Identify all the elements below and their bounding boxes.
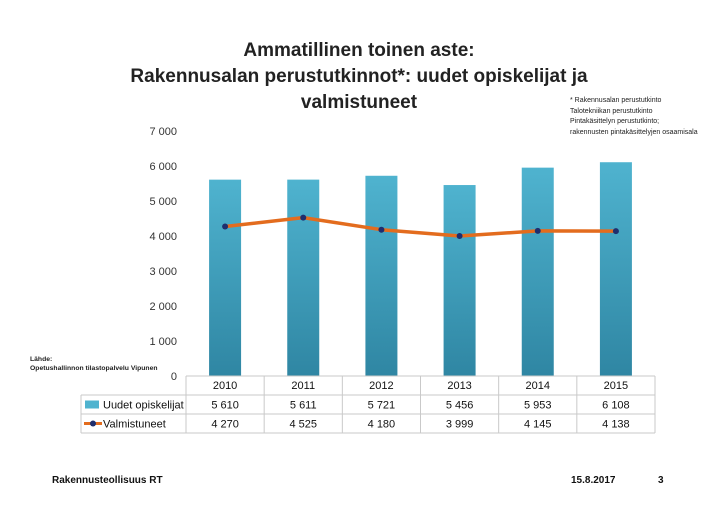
chart-title-line1: Ammatillinen toinen aste: [243, 40, 475, 61]
data-table-cell: 4 138 [602, 419, 630, 431]
chart-title-line2: Rakennusalan perustutkinnot*: uudet opis… [130, 66, 588, 87]
point-2010 [222, 223, 229, 230]
x-category-label: 2010 [213, 380, 237, 392]
data-table-cell: 4 270 [211, 419, 239, 431]
bar-2010 [209, 179, 242, 376]
point-2015 [612, 228, 619, 235]
point-2014 [534, 227, 541, 234]
y-tick-label: 7 000 [149, 126, 177, 138]
y-tick-label: 0 [171, 371, 177, 383]
data-table-cell: 4 525 [289, 419, 317, 431]
y-tick-label: 4 000 [149, 231, 177, 243]
data-table-cell: 5 610 [211, 400, 239, 412]
y-tick-label: 5 000 [149, 196, 177, 208]
chart-title: Ammatillinen toinen aste: Rakennusalan p… [0, 38, 718, 116]
data-table-cell: 6 108 [602, 400, 630, 412]
y-tick-label: 6 000 [149, 161, 177, 173]
bar-2013 [443, 185, 476, 376]
data-table-cell: 4 180 [368, 419, 396, 431]
point-2011 [300, 214, 307, 221]
x-category-label: 2013 [447, 380, 471, 392]
data-table-cell: 5 611 [290, 400, 317, 412]
footnote-line3: Pintakäsittelyn perustutkinto; [570, 118, 660, 125]
footer-org: Rakennusteollisuus RT [52, 475, 163, 486]
footnote-line4: rakennusten pintakäsittelyjen osaamisala [570, 128, 698, 136]
data-table-cell: 5 953 [524, 400, 552, 412]
x-category-label: 2014 [526, 380, 550, 392]
footer-date: 15.8.2017 [571, 475, 616, 486]
y-tick-label: 2 000 [149, 301, 177, 313]
bar-2014 [521, 167, 554, 376]
footnote-line1: * Rakennusalan perustutkinto [570, 97, 662, 104]
legend-key-marker [90, 420, 96, 427]
point-2012 [378, 226, 385, 233]
legend-label: Valmistuneet [103, 419, 166, 431]
x-category-label: 2015 [604, 380, 628, 392]
bar-2015 [599, 162, 632, 376]
source-note: Lähde: Opetushallinnon tilastopalvelu Vi… [30, 355, 158, 373]
legend-label: Uudet opiskelijat [103, 400, 184, 412]
data-table-cell: 5 721 [368, 400, 396, 412]
legend-key-bar [85, 400, 99, 409]
y-tick-label: 3 000 [149, 266, 177, 278]
data-table-cell: 3 999 [446, 419, 474, 431]
chart-title-line3: valmistuneet [300, 92, 418, 113]
x-category-label: 2011 [291, 380, 315, 392]
source-label: Lähde: [30, 356, 53, 363]
bar-2011 [287, 179, 320, 376]
footnote: * Rakennusalan perustutkinto Talotekniik… [570, 96, 715, 138]
data-table-cell: 4 145 [524, 419, 552, 431]
x-category-label: 2012 [369, 380, 393, 392]
line-valmistuneet [224, 215, 616, 238]
data-table-cell: 5 456 [446, 400, 474, 412]
point-2013 [456, 233, 463, 240]
bar-2012 [365, 175, 398, 376]
footer-page-number: 3 [658, 475, 664, 486]
footnote-line2: Talotekniikan perustutkinto [570, 107, 653, 115]
y-tick-label: 1 000 [149, 336, 177, 348]
source-text: Opetushallinnon tilastopalvelu Vipunen [30, 365, 158, 372]
